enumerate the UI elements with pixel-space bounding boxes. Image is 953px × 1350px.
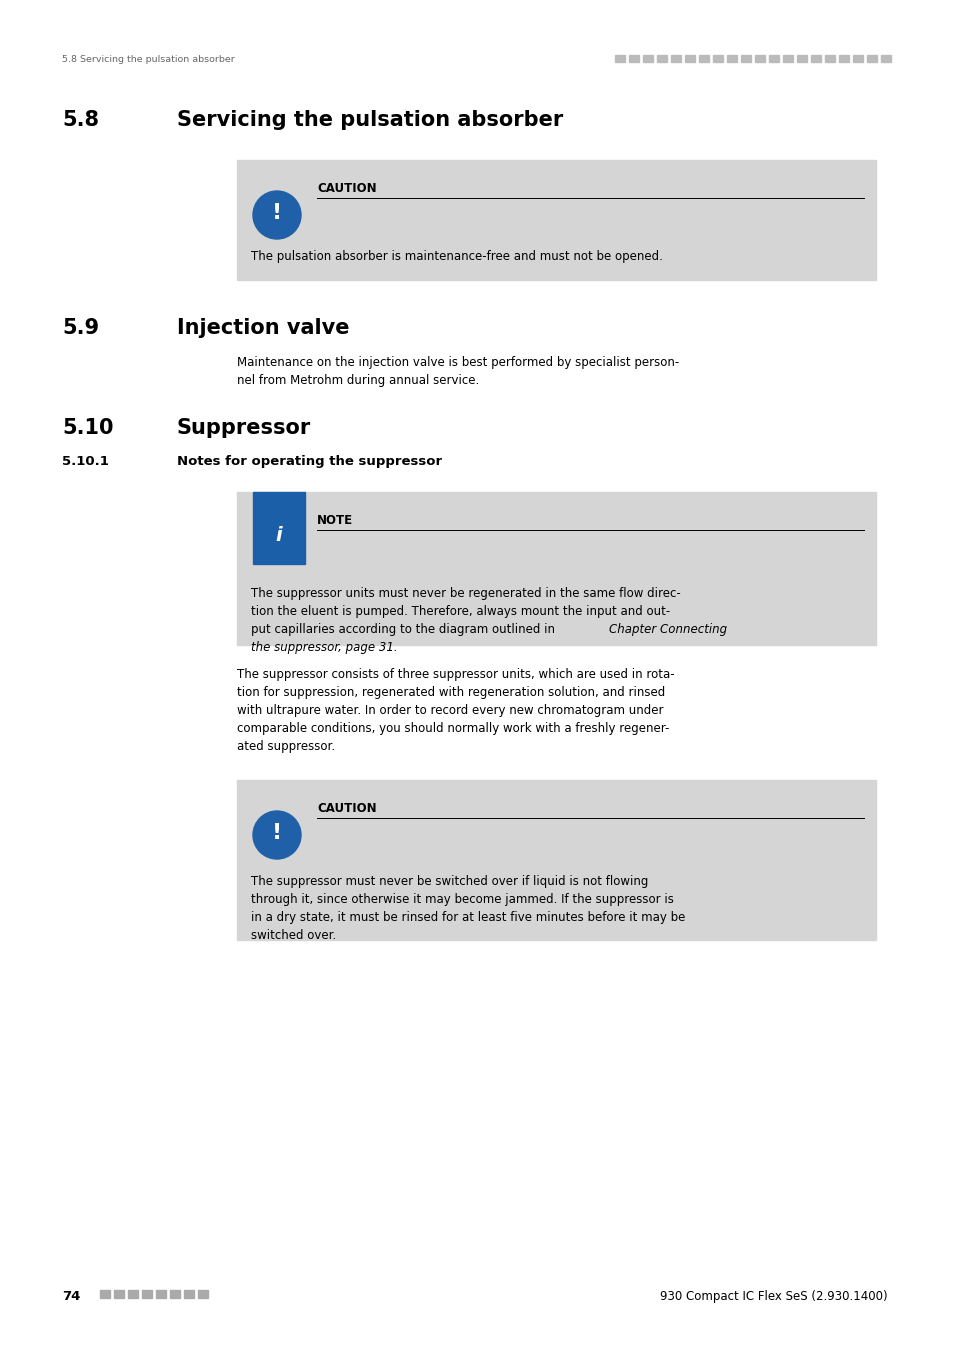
- Text: 930 Compact IC Flex SeS (2.930.1400): 930 Compact IC Flex SeS (2.930.1400): [659, 1291, 887, 1303]
- Text: NOTE: NOTE: [316, 514, 353, 526]
- Text: 5.9: 5.9: [62, 319, 99, 338]
- Bar: [866, 55, 876, 62]
- Text: with ultrapure water. In order to record every new chromatogram under: with ultrapure water. In order to record…: [236, 703, 662, 717]
- Bar: [128, 1291, 138, 1297]
- Text: tion the eluent is pumped. Therefore, always mount the input and out-: tion the eluent is pumped. Therefore, al…: [251, 605, 670, 618]
- Text: 5.8 Servicing the pulsation absorber: 5.8 Servicing the pulsation absorber: [62, 55, 234, 63]
- Bar: [810, 55, 821, 62]
- Bar: [253, 491, 305, 564]
- Bar: [657, 55, 666, 62]
- Text: put capillaries according to the diagram outlined in: put capillaries according to the diagram…: [251, 622, 558, 636]
- Bar: [615, 55, 624, 62]
- Circle shape: [253, 190, 301, 239]
- Bar: [726, 55, 737, 62]
- Bar: [184, 1291, 193, 1297]
- Bar: [838, 55, 848, 62]
- Bar: [754, 55, 764, 62]
- Bar: [684, 55, 695, 62]
- Bar: [740, 55, 750, 62]
- Text: the suppressor, page 31.: the suppressor, page 31.: [251, 641, 397, 653]
- Text: nel from Metrohm during annual service.: nel from Metrohm during annual service.: [236, 374, 478, 387]
- Bar: [198, 1291, 208, 1297]
- Text: Chapter Connecting: Chapter Connecting: [608, 622, 726, 636]
- Bar: [782, 55, 792, 62]
- Text: i: i: [275, 526, 282, 545]
- Circle shape: [253, 811, 301, 859]
- Bar: [699, 55, 708, 62]
- Text: in a dry state, it must be rinsed for at least five minutes before it may be: in a dry state, it must be rinsed for at…: [251, 911, 684, 923]
- Bar: [712, 55, 722, 62]
- Text: The suppressor must never be switched over if liquid is not flowing: The suppressor must never be switched ov…: [251, 875, 648, 888]
- Text: The suppressor units must never be regenerated in the same flow direc-: The suppressor units must never be regen…: [251, 587, 680, 599]
- Bar: [170, 1291, 180, 1297]
- Text: Notes for operating the suppressor: Notes for operating the suppressor: [177, 455, 441, 468]
- Text: !: !: [272, 824, 282, 842]
- Text: Suppressor: Suppressor: [177, 418, 311, 437]
- Text: 5.10: 5.10: [62, 418, 113, 437]
- Text: !: !: [272, 202, 282, 223]
- Bar: [236, 161, 875, 279]
- Text: CAUTION: CAUTION: [316, 802, 376, 815]
- Text: comparable conditions, you should normally work with a freshly regener-: comparable conditions, you should normal…: [236, 722, 669, 734]
- Text: 5.8: 5.8: [62, 109, 99, 130]
- Bar: [113, 1291, 124, 1297]
- Bar: [236, 780, 875, 940]
- Text: tion for suppression, regenerated with regeneration solution, and rinsed: tion for suppression, regenerated with r…: [236, 686, 664, 699]
- Bar: [642, 55, 652, 62]
- Bar: [100, 1291, 110, 1297]
- Bar: [142, 1291, 152, 1297]
- Bar: [670, 55, 680, 62]
- Text: switched over.: switched over.: [251, 929, 335, 942]
- Bar: [852, 55, 862, 62]
- Bar: [628, 55, 639, 62]
- Bar: [236, 491, 875, 645]
- Text: 5.10.1: 5.10.1: [62, 455, 109, 468]
- Bar: [880, 55, 890, 62]
- Text: Injection valve: Injection valve: [177, 319, 349, 338]
- Bar: [824, 55, 834, 62]
- Text: Servicing the pulsation absorber: Servicing the pulsation absorber: [177, 109, 562, 130]
- Text: The pulsation absorber is maintenance-free and must not be opened.: The pulsation absorber is maintenance-fr…: [251, 250, 662, 263]
- Text: ated suppressor.: ated suppressor.: [236, 740, 335, 753]
- Text: 74: 74: [62, 1291, 80, 1303]
- Text: CAUTION: CAUTION: [316, 182, 376, 194]
- Bar: [156, 1291, 166, 1297]
- Text: Maintenance on the injection valve is best performed by specialist person-: Maintenance on the injection valve is be…: [236, 356, 679, 369]
- Bar: [768, 55, 779, 62]
- Text: The suppressor consists of three suppressor units, which are used in rota-: The suppressor consists of three suppres…: [236, 668, 674, 680]
- Text: through it, since otherwise it may become jammed. If the suppressor is: through it, since otherwise it may becom…: [251, 892, 673, 906]
- Bar: [796, 55, 806, 62]
